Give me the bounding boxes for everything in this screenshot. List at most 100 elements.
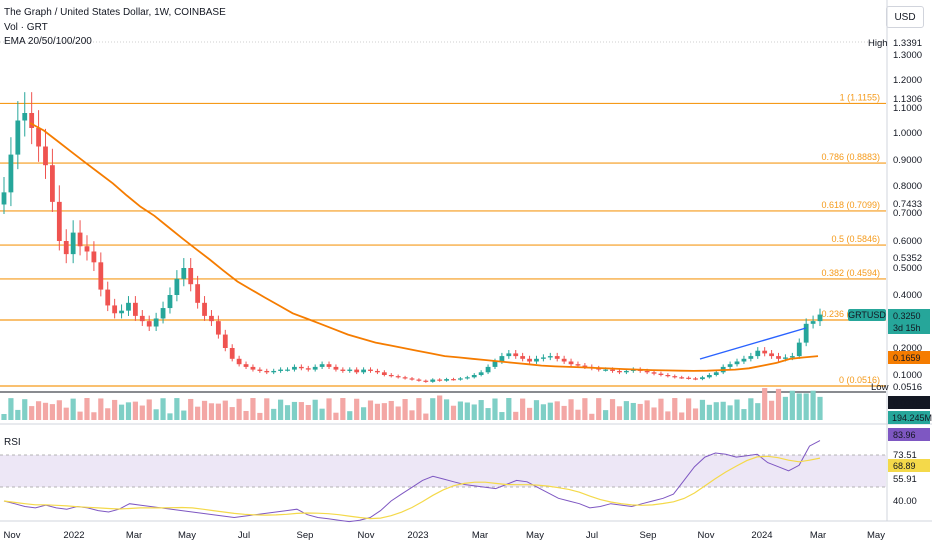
currency-selector[interactable]: USD xyxy=(886,6,924,28)
candle xyxy=(810,315,816,329)
ema-badge-value: 0.1659 xyxy=(893,353,921,363)
candle xyxy=(285,367,290,372)
candle-body xyxy=(803,323,809,343)
price-tick: 0.1000 xyxy=(893,370,922,381)
volume-bar xyxy=(15,409,21,420)
candle-body xyxy=(236,358,242,365)
volume-bar xyxy=(105,408,111,420)
candle-body xyxy=(789,356,795,358)
candle-body xyxy=(105,289,111,306)
volume-bar xyxy=(526,407,533,420)
volume-bar xyxy=(112,399,118,420)
candle-body xyxy=(672,376,678,378)
volume-bar xyxy=(803,393,809,420)
candle-body xyxy=(783,357,788,359)
candle-body xyxy=(451,379,456,381)
candle-body xyxy=(22,113,28,121)
volume-bar xyxy=(236,398,242,420)
price-tick: 1.2000 xyxy=(893,75,922,86)
volume-bar xyxy=(568,399,574,420)
volume-bar xyxy=(423,413,429,420)
price-tick: 0.7000 xyxy=(893,208,922,219)
time-label: Nov xyxy=(4,530,21,541)
chart-title: The Graph / United States Dollar, 1W, CO… xyxy=(4,7,226,18)
time-label: Sep xyxy=(640,530,657,541)
candle xyxy=(257,367,263,373)
candle xyxy=(458,377,463,381)
symbol-badge-text: GRTUSD xyxy=(848,310,886,320)
candle-body xyxy=(153,318,159,327)
candle xyxy=(547,352,553,361)
candle-body xyxy=(132,302,138,316)
candle xyxy=(174,270,180,302)
candle-body xyxy=(644,370,650,373)
candle-body xyxy=(388,375,394,377)
candle xyxy=(796,338,802,359)
ema-badge xyxy=(888,351,930,364)
candle xyxy=(340,367,346,373)
volume-bar xyxy=(243,410,249,420)
price-tick: 1.3000 xyxy=(893,50,922,61)
volume-bar xyxy=(775,388,782,420)
candle xyxy=(305,365,311,372)
candle-body xyxy=(464,377,470,379)
volume-bar xyxy=(471,404,477,420)
candle xyxy=(651,370,657,376)
volume-bar xyxy=(305,404,311,420)
volume-bar xyxy=(630,402,636,420)
volume-bar xyxy=(132,401,138,420)
ema-legend: EMA 20/50/100/200 xyxy=(4,36,92,47)
high-value: 1.3391 xyxy=(893,38,922,49)
volume-bar xyxy=(637,403,643,420)
candle-body xyxy=(430,379,436,382)
candle xyxy=(333,364,339,372)
candle xyxy=(803,318,809,347)
candle-body xyxy=(381,372,387,375)
candle-body xyxy=(271,370,277,373)
candle xyxy=(776,352,781,362)
candle-body xyxy=(769,353,774,357)
candle-body xyxy=(354,369,360,373)
candle-body xyxy=(368,369,373,371)
volume-bar xyxy=(658,398,664,420)
candle-body xyxy=(98,262,104,290)
rsi-tick: 55.91 xyxy=(893,474,917,485)
time-label: Nov xyxy=(358,530,375,541)
candle-body xyxy=(603,369,609,371)
candle-body xyxy=(1,192,7,205)
volume-bar xyxy=(513,411,519,420)
volume-bar xyxy=(485,408,491,420)
volume-bar xyxy=(388,400,394,420)
volume-bar xyxy=(457,401,464,420)
candle-body xyxy=(292,366,297,370)
candle-body xyxy=(56,201,62,241)
candle xyxy=(15,101,21,170)
volume-bar xyxy=(616,406,623,420)
candle-body xyxy=(513,353,519,357)
volume-bar xyxy=(8,398,14,420)
candle xyxy=(215,315,221,339)
candle-body xyxy=(84,246,90,252)
volume-bar xyxy=(22,399,28,420)
volume-bar xyxy=(582,398,588,420)
candle-body xyxy=(188,268,194,285)
time-label: 2023 xyxy=(407,530,428,541)
volume-bar xyxy=(762,388,768,420)
candle-body xyxy=(112,305,118,314)
volume-bar xyxy=(174,398,180,420)
volume-bar xyxy=(201,400,208,420)
candle xyxy=(361,367,366,375)
candle-body xyxy=(610,369,615,371)
candle xyxy=(423,379,429,383)
candle xyxy=(679,375,685,379)
candle xyxy=(91,241,97,272)
candle xyxy=(520,352,526,362)
candle-body xyxy=(195,284,201,303)
candle xyxy=(347,367,353,373)
volume-bar xyxy=(250,398,256,420)
candle xyxy=(63,229,69,264)
time-label: Jul xyxy=(238,530,250,541)
volume-bar xyxy=(319,408,325,420)
candle-body xyxy=(506,353,512,357)
